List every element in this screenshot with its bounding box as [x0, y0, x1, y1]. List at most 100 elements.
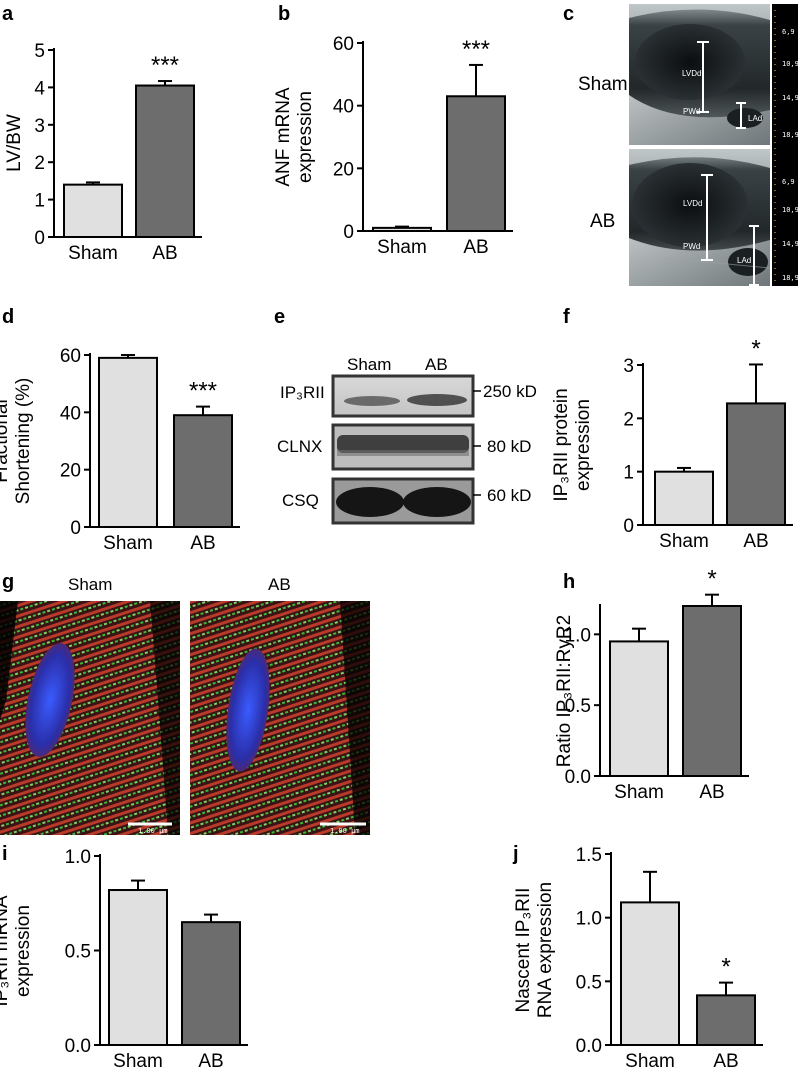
y-tick-label: 2 — [623, 409, 634, 430]
bar-sham — [372, 226, 432, 233]
y-tick-label: 2 — [34, 153, 45, 174]
y-axis-label: LV/BW — [4, 114, 25, 172]
y-tick-label: 4 — [34, 78, 45, 99]
echo-annot-lad-sham: LAd — [748, 114, 762, 123]
y-tick-label: 0.0 — [565, 767, 591, 788]
panel-label-e: e — [274, 306, 285, 328]
y-tick-label: 0 — [70, 518, 81, 539]
y-axis-label-line: ANF mRNA — [273, 87, 294, 187]
panel-label-b: b — [278, 3, 290, 25]
panel-label-a: a — [2, 3, 14, 25]
significance-marker: * — [707, 566, 716, 593]
bar-sham — [108, 889, 168, 1047]
blot-lane-label-ab: AB — [425, 355, 448, 374]
bar-sham — [620, 901, 680, 1046]
bar-ab — [682, 605, 742, 777]
x-tick-label: Sham — [659, 531, 709, 552]
panel-label-f: f — [563, 306, 570, 328]
bar-ab — [135, 84, 195, 238]
y-tick-label: 0.5 — [565, 696, 591, 717]
chart-ip3rii-mrna: 0.0 0.5 1.0 Sham AB IP₃RII mRNAexpression — [0, 847, 248, 1072]
x-tick-label: AB — [699, 782, 724, 803]
x-tick-label: AB — [713, 1051, 738, 1072]
y-axis-label: FractionalShortening (%) — [0, 378, 34, 505]
y-axis-label-line: expression — [573, 399, 594, 491]
y-axis-label-line: Ratio IP₃RII:RyR2 — [554, 615, 575, 767]
bar-sham — [609, 640, 669, 778]
x-tick-label: Sham — [113, 1051, 163, 1072]
chart-nascent-ip3rii-rna: 0.0 0.5 1.0 1.5 Sham AB * Nascent IP₃RIIRNA exp… — [513, 845, 763, 1072]
bar-ab — [173, 414, 233, 529]
bar-ab — [181, 921, 241, 1047]
if-title-sham: Sham — [68, 575, 112, 594]
y-tick-label: 1.0 — [576, 909, 602, 930]
scale-tick-8: 18,9 — [782, 274, 799, 282]
echo-row-label-ab: AB — [590, 211, 615, 232]
scale-tick-1: 6,9 — [782, 28, 795, 36]
blot-size-60: 60 kD — [487, 486, 531, 505]
echo-annot-lad-ab: LAd — [737, 256, 751, 265]
chart-anf-mrna: 0 20 40 60 Sham AB *** ANF mRNAexpression — [273, 34, 513, 258]
immunofluorescence-panel: Sham AB 1.00 µm 1.00 µm — [0, 575, 370, 835]
y-tick-label: 40 — [333, 97, 354, 118]
scale-tick-6: 10,9 — [782, 206, 799, 214]
echo-annot-lvdd-sham: LVDd — [682, 69, 701, 78]
if-scalebar-label-ab: 1.00 µm — [330, 827, 360, 835]
echo-depth-scale: 6,9 10,9 14,9 18,9 6,9 10,9 14,9 18,9 — [772, 4, 799, 286]
x-tick-label: AB — [463, 237, 488, 258]
x-tick-label: Sham — [625, 1051, 675, 1072]
chart-lv-bw: 0 1 2 3 4 5 Sham AB *** LV/BW — [4, 41, 202, 264]
panel-label-c: c — [563, 3, 574, 25]
blot-protein-ip3rii: IP₃RII — [280, 383, 325, 402]
y-axis-label: IP₃RII mRNAexpression — [0, 895, 34, 1007]
x-tick-label: Sham — [103, 533, 153, 554]
echo-annot-pwd-sham: PWd — [683, 107, 700, 116]
y-tick-label: 1 — [623, 463, 634, 484]
blot-strip-ip3rii — [331, 374, 475, 418]
y-tick-label: 0.5 — [65, 942, 91, 963]
blot-protein-clnx: CLNX — [277, 437, 322, 456]
blot-strip-clnx — [331, 423, 475, 471]
panel-label-g: g — [2, 571, 14, 593]
y-tick-label: 1.0 — [65, 847, 91, 868]
y-axis-label-line: RNA expression — [535, 882, 556, 1018]
y-axis-label-line: Shortening (%) — [13, 378, 34, 505]
x-tick-label: Sham — [68, 243, 118, 264]
x-tick-label: Sham — [377, 237, 427, 258]
bar-sham — [98, 356, 158, 528]
echo-row-label-sham: Sham — [578, 74, 628, 95]
x-tick-label: AB — [743, 531, 768, 552]
y-tick-label: 0 — [623, 516, 634, 537]
y-axis-label-line: Fractional — [0, 399, 12, 482]
y-axis-label-line: IP₃RII mRNA — [0, 895, 12, 1007]
x-tick-label: Sham — [614, 782, 664, 803]
y-axis-label-line: Nascent IP₃RII — [513, 888, 534, 1013]
bar-sham — [63, 183, 123, 238]
y-tick-label: 3 — [623, 356, 634, 377]
significance-marker: *** — [462, 36, 490, 63]
significance-marker: *** — [151, 52, 179, 79]
significance-marker: * — [721, 954, 730, 981]
if-scalebar-label-sham: 1.00 µm — [138, 827, 168, 835]
y-axis-label-line: expression — [295, 91, 316, 183]
panel-label-h: h — [563, 571, 575, 593]
panel-label-i: i — [2, 843, 8, 865]
y-tick-label: 20 — [60, 461, 81, 482]
significance-marker: * — [751, 335, 760, 362]
chart-fractional-shortening: 0 20 40 60 Sham AB *** FractionalShortening (%) — [0, 346, 240, 554]
blot-size-250: 250 kD — [483, 382, 537, 401]
chart-ip3rii-protein: 0 1 2 3 Sham AB * IP₃RII proteinexpression — [551, 335, 793, 552]
scale-tick-5: 6,9 — [782, 178, 795, 186]
echo-annot-lvdd-ab: LVDd — [683, 199, 702, 208]
x-tick-label: AB — [190, 533, 215, 554]
scale-tick-3: 14,9 — [782, 94, 799, 102]
if-image-ab: 1.00 µm — [190, 601, 370, 835]
bar-ab — [446, 95, 506, 233]
y-tick-label: 1 — [34, 191, 45, 212]
y-tick-label: 20 — [333, 159, 354, 180]
y-tick-label: 5 — [34, 41, 45, 62]
y-tick-label: 60 — [60, 346, 81, 367]
significance-marker: *** — [189, 378, 217, 405]
y-tick-label: 0 — [34, 228, 45, 249]
y-axis-label: ANF mRNAexpression — [273, 87, 316, 187]
